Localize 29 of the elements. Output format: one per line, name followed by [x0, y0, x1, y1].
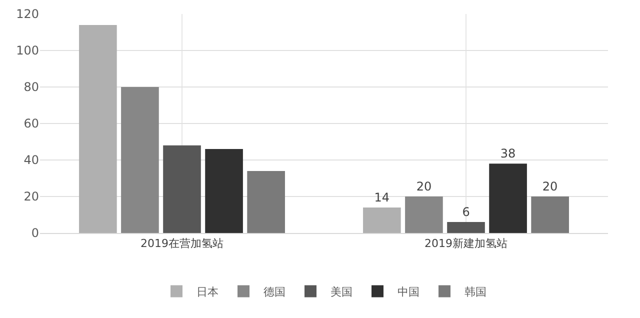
bar: [121, 87, 159, 233]
data-label: 6: [462, 205, 470, 220]
y-tick-label: 0: [31, 226, 39, 240]
data-label: 20: [542, 180, 558, 194]
bar: [447, 222, 485, 233]
y-tick-label: 80: [24, 80, 39, 94]
bar: [531, 196, 569, 233]
bar: [79, 24, 117, 233]
x-tick-label: 2019新建加氢站: [424, 237, 508, 250]
bar: [489, 164, 527, 233]
legend-label: 中国: [398, 286, 420, 299]
data-label: 20: [416, 180, 432, 194]
x-tick-label: 2019在营加氢站: [140, 237, 224, 250]
bar: [205, 149, 243, 233]
legend-label: 德国: [264, 286, 286, 299]
bar: [363, 207, 401, 233]
y-tick-label: 100: [16, 44, 39, 58]
data-label: 38: [500, 146, 516, 161]
data-label: 14: [374, 190, 390, 204]
bar: [247, 170, 285, 233]
legend-label: 韩国: [464, 286, 486, 299]
y-tick-label: 120: [16, 7, 39, 22]
bar: [163, 145, 201, 233]
y-tick-label: 40: [24, 153, 39, 168]
y-tick-label: 20: [24, 190, 39, 204]
y-tick-label: 60: [24, 116, 39, 131]
bar: [405, 196, 443, 233]
legend-label: 美国: [330, 286, 352, 299]
legend-label: 日本: [196, 286, 218, 299]
